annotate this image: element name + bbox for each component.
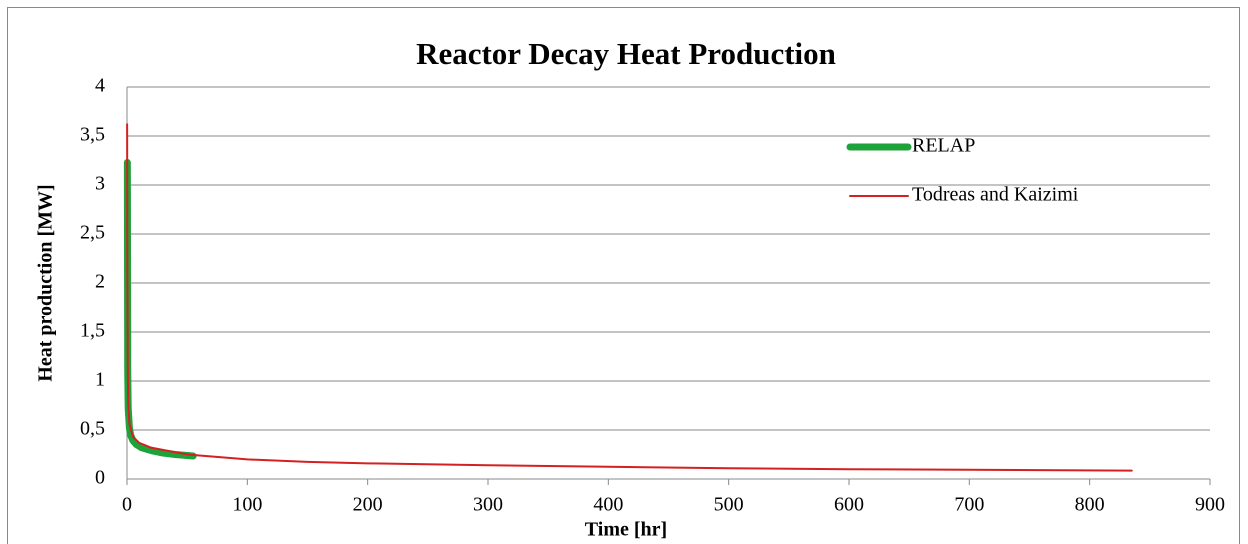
y-tick-label: 3,5 [80,124,105,146]
series-line [126,123,1133,472]
x-tick-label: 600 [834,494,864,516]
x-tick-label: 800 [1075,494,1105,516]
x-axis-label: Time [hr] [585,519,667,541]
chart-title: Reactor Decay Heat Production [416,36,836,71]
y-axis-label: Heat production [MW] [35,184,57,381]
y-tick-label: 4 [95,75,105,97]
y-tick-label: 0,5 [80,418,105,440]
legend-label: Todreas and Kaizimi [912,184,1079,206]
x-tick-label: 700 [954,494,984,516]
x-tick-label: 300 [473,494,503,516]
y-tick-label: 1 [95,369,105,391]
x-tick-label: 0 [122,494,132,516]
x-tick-label: 900 [1195,494,1225,516]
chart-border [7,7,1240,544]
y-tick-label: 0 [95,467,105,489]
x-tick-label: 400 [593,494,623,516]
legend-label: RELAP [912,135,975,157]
x-tick-label: 200 [353,494,383,516]
x-tick-label: 500 [714,494,744,516]
y-tick-label: 3 [95,173,105,195]
y-tick-label: 2,5 [80,222,105,244]
series-line [123,158,197,460]
y-tick-label: 2 [95,271,105,293]
y-tick-label: 1,5 [80,320,105,342]
x-tick-label: 100 [232,494,262,516]
